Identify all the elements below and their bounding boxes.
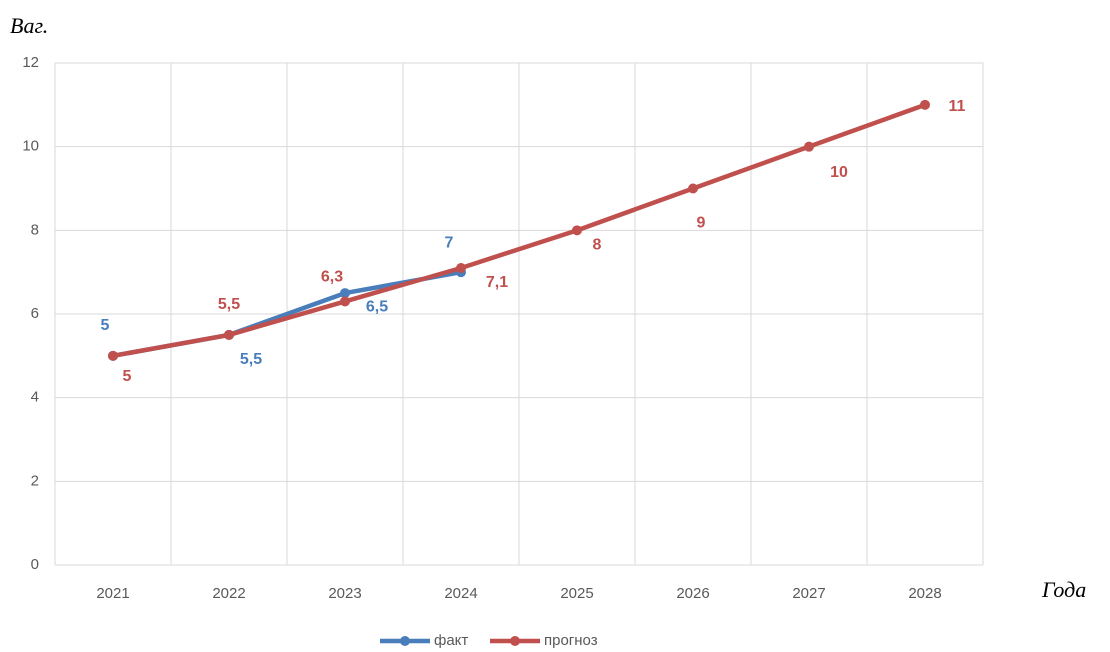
y-tick-label: 2 <box>31 472 39 489</box>
data-label: 7 <box>445 234 454 251</box>
point-marker <box>920 99 930 110</box>
y-tick-label: 6 <box>31 305 39 322</box>
data-label: 7,1 <box>486 274 508 291</box>
legend-label: факт <box>434 632 468 649</box>
legend-item: факт <box>380 632 468 649</box>
y-tick-label: 12 <box>22 54 39 71</box>
legend-item: прогноз <box>490 632 598 649</box>
data-label: 9 <box>697 215 706 232</box>
y-tick-label: 8 <box>31 221 39 238</box>
point-marker <box>804 141 814 152</box>
series-line <box>112 102 926 359</box>
x-axis-label: Года <box>1041 577 1086 602</box>
point-marker <box>572 225 582 236</box>
point-marker <box>340 296 350 307</box>
data-label: 10 <box>830 164 848 181</box>
data-label: 5 <box>101 317 110 334</box>
data-label: 5,5 <box>218 296 240 313</box>
data-label: 5 <box>123 368 132 385</box>
point-marker <box>456 262 466 273</box>
data-label: 6,3 <box>321 269 343 286</box>
y-tick-label: 10 <box>22 138 39 155</box>
x-tick-label: 2023 <box>328 585 361 602</box>
y-tick-label: 0 <box>31 556 39 573</box>
point-marker <box>224 329 234 340</box>
legend-marker <box>510 636 520 646</box>
data-label: 8 <box>593 237 602 254</box>
x-tick-label: 2027 <box>792 585 825 602</box>
point-marker <box>108 350 118 361</box>
x-tick-label: 2022 <box>212 585 245 602</box>
x-tick-label: 2024 <box>444 585 477 602</box>
x-tick-label: 2021 <box>96 585 129 602</box>
legend-label: прогноз <box>544 632 598 649</box>
data-label: 5,5 <box>240 351 262 368</box>
x-tick-label: 2028 <box>908 585 941 602</box>
y-axis-label: Ваг. <box>10 13 48 38</box>
x-tick-label: 2026 <box>676 585 709 602</box>
y-tick-label: 4 <box>31 389 39 406</box>
point-marker <box>340 288 350 299</box>
data-label: 6,5 <box>366 298 388 315</box>
legend-marker <box>400 636 410 646</box>
point-marker <box>688 183 698 194</box>
data-label: 11 <box>949 98 966 115</box>
x-tick-label: 2025 <box>560 585 593 602</box>
